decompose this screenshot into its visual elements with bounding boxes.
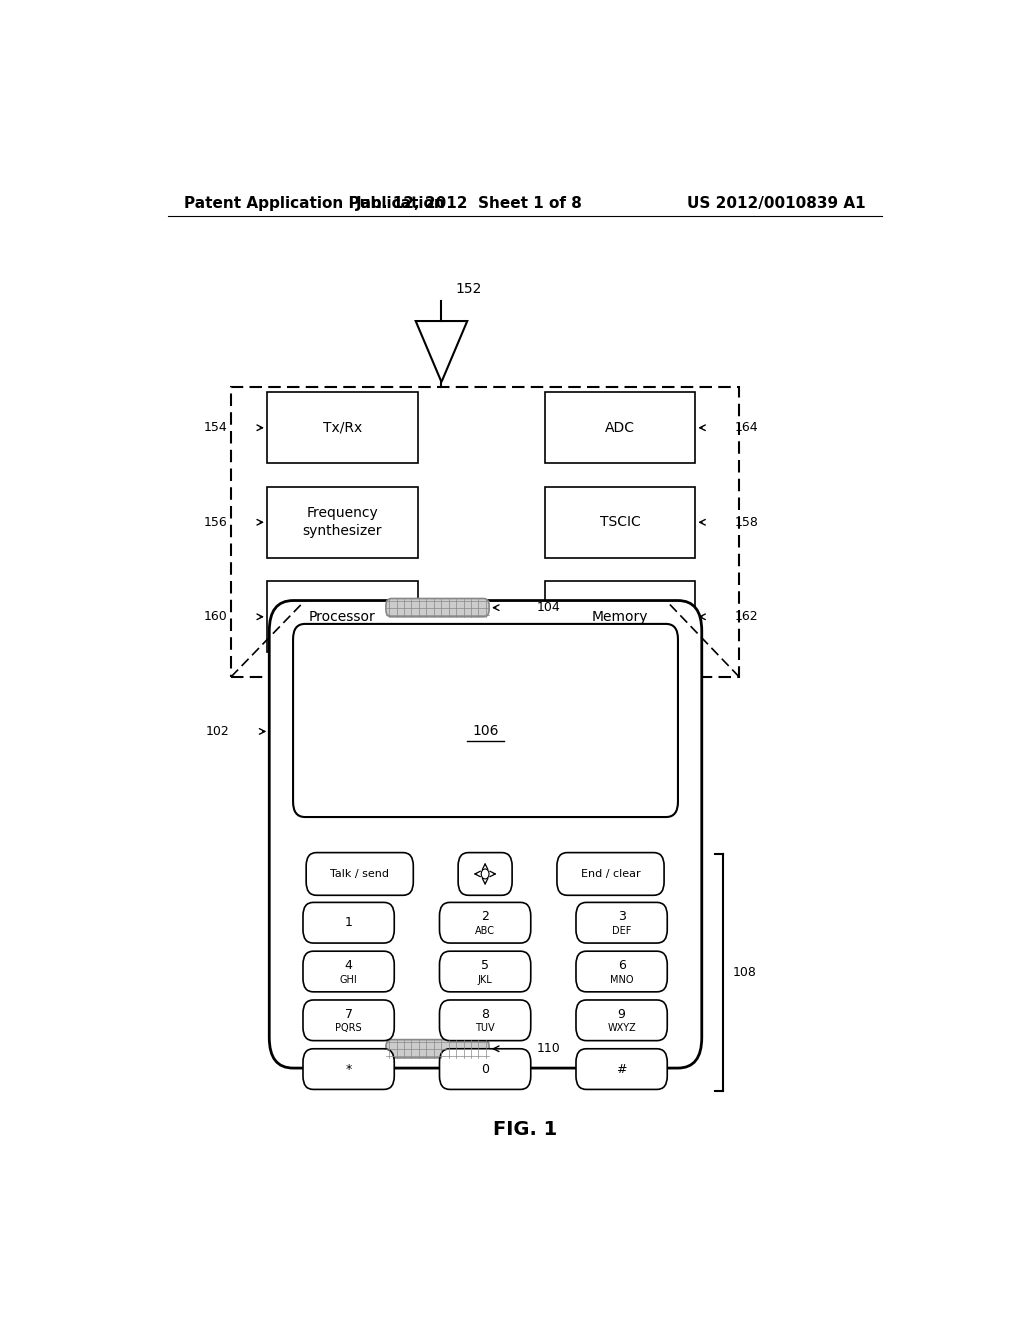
FancyBboxPatch shape — [439, 952, 530, 991]
Text: TSCIC: TSCIC — [600, 515, 640, 529]
FancyBboxPatch shape — [386, 598, 489, 616]
Text: Patent Application Publication: Patent Application Publication — [183, 195, 444, 211]
Text: 1: 1 — [345, 916, 352, 929]
Text: *: * — [345, 1063, 352, 1076]
Text: 108: 108 — [733, 966, 757, 979]
Text: 3: 3 — [617, 909, 626, 923]
Text: 106: 106 — [472, 723, 499, 738]
FancyBboxPatch shape — [293, 624, 678, 817]
Text: MNO: MNO — [610, 974, 634, 985]
Bar — [231, 387, 739, 677]
Text: 8: 8 — [481, 1007, 489, 1020]
Text: 154: 154 — [204, 421, 227, 434]
Text: 164: 164 — [735, 421, 759, 434]
Text: ABC: ABC — [475, 925, 496, 936]
Text: WXYZ: WXYZ — [607, 1023, 636, 1034]
Text: Jan. 12, 2012  Sheet 1 of 8: Jan. 12, 2012 Sheet 1 of 8 — [355, 195, 583, 211]
Bar — [545, 581, 695, 652]
Text: 102: 102 — [206, 725, 229, 738]
FancyBboxPatch shape — [439, 1049, 530, 1089]
Text: 2: 2 — [481, 909, 489, 923]
Text: JKL: JKL — [478, 974, 493, 985]
Bar — [267, 581, 418, 652]
Text: Processor: Processor — [309, 610, 376, 624]
Text: Talk / send: Talk / send — [330, 869, 389, 879]
FancyBboxPatch shape — [575, 903, 668, 942]
Text: 156: 156 — [204, 516, 227, 529]
Text: 5: 5 — [481, 958, 489, 972]
Text: 9: 9 — [617, 1007, 626, 1020]
FancyBboxPatch shape — [303, 1049, 394, 1089]
Text: 110: 110 — [537, 1043, 560, 1055]
Text: 6: 6 — [617, 958, 626, 972]
Text: End / clear: End / clear — [581, 869, 640, 879]
Text: TUV: TUV — [475, 1023, 495, 1034]
FancyBboxPatch shape — [306, 853, 414, 895]
Text: Tx/Rx: Tx/Rx — [323, 421, 361, 434]
Bar — [267, 487, 418, 558]
Text: 0: 0 — [481, 1063, 489, 1076]
FancyBboxPatch shape — [557, 853, 665, 895]
Text: 158: 158 — [735, 516, 759, 529]
Text: 160: 160 — [204, 610, 227, 623]
Text: 152: 152 — [456, 281, 482, 296]
Text: 104: 104 — [537, 601, 560, 614]
Bar — [267, 392, 418, 463]
FancyBboxPatch shape — [439, 903, 530, 942]
Text: US 2012/0010839 A1: US 2012/0010839 A1 — [687, 195, 866, 211]
Text: GHI: GHI — [340, 974, 357, 985]
Text: 162: 162 — [735, 610, 759, 623]
Text: ADC: ADC — [605, 421, 635, 434]
FancyBboxPatch shape — [575, 952, 668, 991]
FancyBboxPatch shape — [269, 601, 701, 1068]
FancyBboxPatch shape — [303, 903, 394, 942]
Text: 4: 4 — [345, 958, 352, 972]
FancyBboxPatch shape — [458, 853, 512, 895]
Text: Frequency
synthesizer: Frequency synthesizer — [302, 506, 382, 539]
Text: FIG. 1: FIG. 1 — [493, 1119, 557, 1139]
FancyBboxPatch shape — [303, 1001, 394, 1040]
Bar — [545, 392, 695, 463]
Text: DEF: DEF — [612, 925, 632, 936]
Text: Memory: Memory — [592, 610, 648, 624]
Text: 7: 7 — [345, 1007, 352, 1020]
FancyBboxPatch shape — [575, 1049, 668, 1089]
Text: #: # — [616, 1063, 627, 1076]
Bar — [545, 487, 695, 558]
FancyBboxPatch shape — [439, 1001, 530, 1040]
FancyBboxPatch shape — [386, 1040, 489, 1057]
FancyBboxPatch shape — [575, 1001, 668, 1040]
Text: PQRS: PQRS — [335, 1023, 361, 1034]
FancyBboxPatch shape — [303, 952, 394, 991]
